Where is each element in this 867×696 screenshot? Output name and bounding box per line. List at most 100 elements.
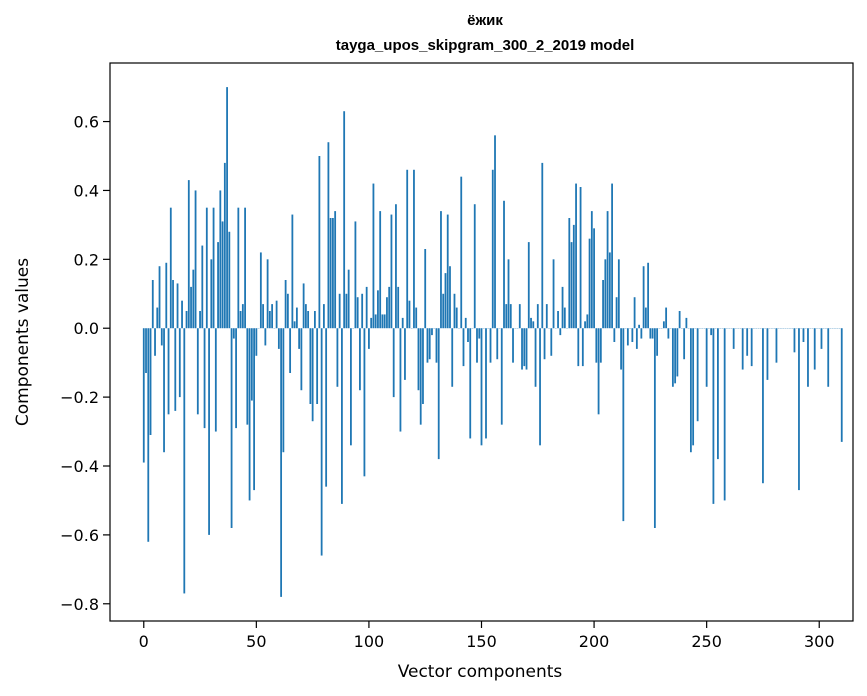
bar xyxy=(422,328,424,404)
bar xyxy=(579,187,582,329)
x-tick-label: 250 xyxy=(691,632,722,651)
bar xyxy=(343,111,346,329)
bar xyxy=(692,328,695,446)
bar xyxy=(365,286,368,329)
bar xyxy=(226,87,228,329)
bar xyxy=(710,328,713,336)
bar xyxy=(356,297,359,329)
bar xyxy=(399,328,402,432)
bar xyxy=(235,328,237,429)
bar xyxy=(509,304,512,329)
bar xyxy=(241,304,244,329)
bar xyxy=(165,262,168,329)
bar xyxy=(480,328,483,446)
bar xyxy=(239,311,242,329)
bar xyxy=(476,328,478,363)
bar xyxy=(581,328,584,367)
bar xyxy=(642,266,645,329)
bar xyxy=(230,328,233,528)
bar xyxy=(214,328,217,432)
bar xyxy=(282,328,285,453)
bar xyxy=(361,293,364,329)
bar xyxy=(255,328,258,356)
bar xyxy=(426,328,429,363)
bar xyxy=(374,314,377,329)
bar xyxy=(494,135,496,329)
bar xyxy=(559,328,562,336)
x-tick-label: 150 xyxy=(466,632,497,651)
bar xyxy=(201,245,204,329)
bar xyxy=(318,156,321,329)
bar xyxy=(523,328,526,367)
bar xyxy=(467,328,469,342)
bar xyxy=(590,211,593,329)
bar xyxy=(460,176,463,329)
bar xyxy=(221,221,224,329)
bar xyxy=(401,317,404,329)
bar xyxy=(181,300,183,329)
chart-subtitle: tayga_upos_skipgram_300_2_2019 model xyxy=(336,37,635,54)
bar xyxy=(525,328,528,370)
bar xyxy=(512,328,514,363)
bar xyxy=(219,190,222,329)
bar xyxy=(449,266,451,329)
bar xyxy=(228,231,231,329)
bar xyxy=(802,328,805,342)
bar xyxy=(377,290,379,329)
bar xyxy=(820,328,823,349)
bar xyxy=(424,249,427,329)
bar xyxy=(750,328,753,367)
bar xyxy=(545,304,548,329)
chart-title: ёжик xyxy=(467,12,503,29)
bar xyxy=(295,307,298,329)
bar xyxy=(156,307,159,329)
bar xyxy=(212,207,215,329)
bar xyxy=(469,328,472,439)
bar xyxy=(271,304,274,329)
bar xyxy=(615,297,618,329)
bar xyxy=(408,300,411,329)
bar xyxy=(309,328,312,404)
bar xyxy=(293,321,296,329)
bar xyxy=(827,328,830,387)
bar xyxy=(289,328,292,373)
bar xyxy=(440,211,442,329)
bar-series xyxy=(142,87,843,597)
bar xyxy=(336,328,339,387)
bar xyxy=(507,259,510,329)
y-tick-label: 0.6 xyxy=(74,113,99,132)
bar xyxy=(437,328,440,460)
bar xyxy=(169,207,172,329)
bar xyxy=(807,328,809,387)
bar xyxy=(651,328,654,339)
bar xyxy=(431,328,433,336)
bar xyxy=(311,328,314,422)
bar xyxy=(503,200,505,329)
bar xyxy=(444,273,447,329)
bar xyxy=(762,328,764,484)
bar xyxy=(264,328,267,346)
bar xyxy=(683,328,686,360)
y-tick-label: −0.2 xyxy=(60,388,99,407)
bar xyxy=(370,317,373,329)
bar xyxy=(572,224,575,329)
bar xyxy=(291,214,294,329)
bar xyxy=(813,328,816,370)
bar xyxy=(284,280,287,329)
bar xyxy=(586,314,589,329)
bar xyxy=(491,169,494,329)
bar xyxy=(176,283,179,329)
bar xyxy=(338,293,341,329)
bar xyxy=(464,317,467,329)
bar xyxy=(199,311,201,329)
bar xyxy=(557,311,559,329)
bar xyxy=(640,328,643,339)
y-tick-label: 0.0 xyxy=(74,319,99,338)
bar xyxy=(368,328,370,349)
bar xyxy=(518,304,521,329)
bar xyxy=(205,207,208,329)
bar xyxy=(696,328,699,422)
bar xyxy=(766,328,769,380)
bar xyxy=(678,311,681,329)
bar xyxy=(644,307,647,329)
